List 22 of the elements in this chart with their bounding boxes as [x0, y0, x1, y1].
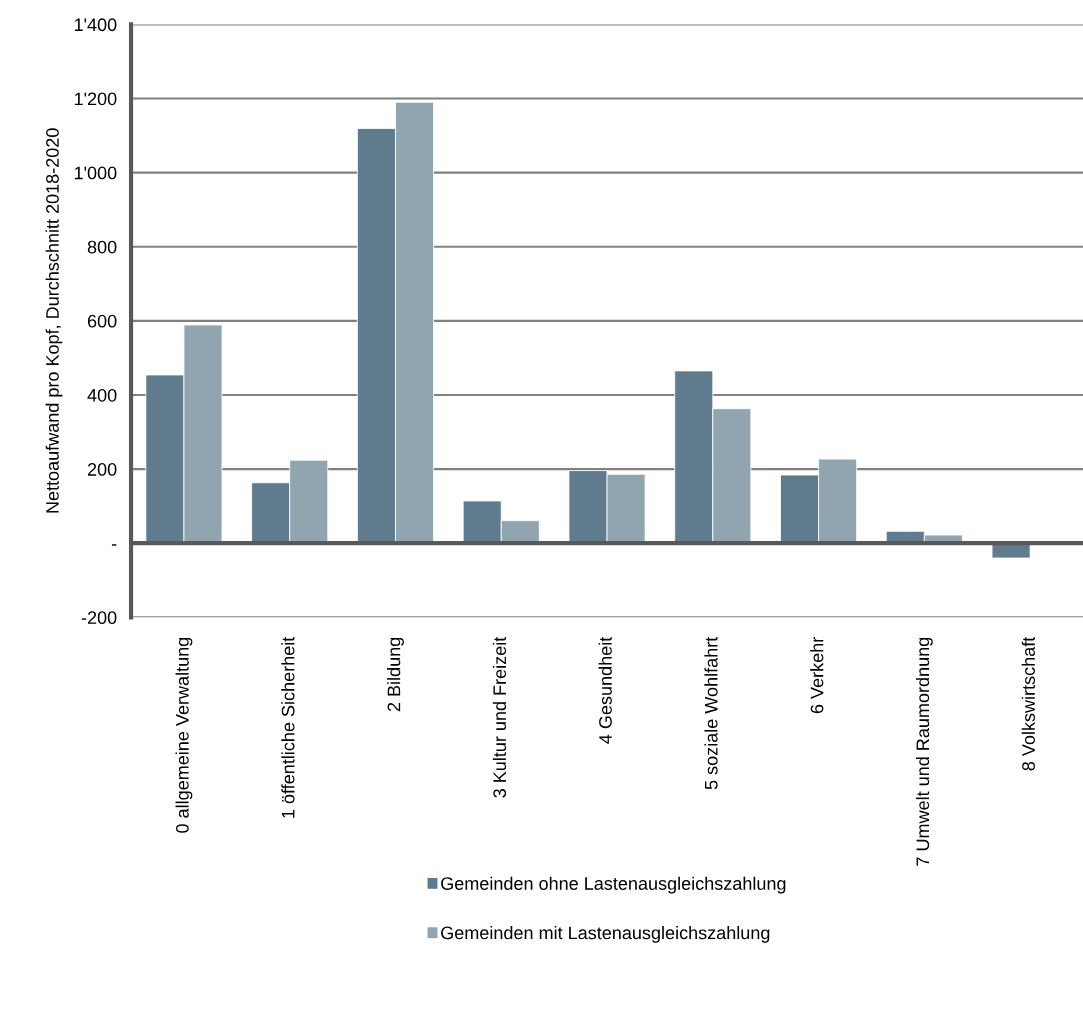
x-tick-label: 5 soziale Wohlfahrt [704, 636, 718, 790]
bar [991, 542, 1031, 559]
y-tick-label: 800 [87, 240, 117, 254]
x-tick-label: 4 Gesundheit [598, 636, 612, 744]
x-tick-label: 8 Volkswirtschaft [1021, 636, 1035, 771]
legend-label: Gemeinden ohne Lastenausgleichszahlung [441, 876, 786, 894]
x-tick-label: 6 Verkehr [810, 637, 824, 714]
y-axis-title: Nettoaufwand pro Kopf, Durchschnitt 2018-2020 [45, 128, 63, 513]
x-tick-label: 2 Bildung [387, 637, 404, 712]
y-tick-label: 400 [87, 388, 117, 402]
y-tick-label: 1'000 [74, 166, 117, 180]
y-tick-label: 600 [87, 314, 117, 328]
y-tick-label: 1'200 [74, 92, 117, 106]
y-tick-label: -200 [81, 611, 117, 625]
x-tick-label: 7 Umwelt und Raumordnung [915, 637, 933, 866]
y-tick-label: 200 [87, 463, 117, 476]
x-tick-label: 1 öffentliche Sicherheit [281, 636, 295, 818]
legend-label: Gemeinden mit Lastenausgleichszahlung [441, 925, 770, 943]
y-tick-label: - [111, 544, 117, 546]
x-tick-label: 0 allgemeine Verwaltung [175, 637, 193, 833]
y-tick-label: 1'400 [74, 18, 117, 32]
x-tick-label: 3 Kultur und Freizeit [492, 636, 507, 798]
